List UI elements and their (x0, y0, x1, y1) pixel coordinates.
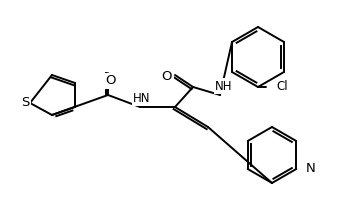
Text: HN: HN (133, 92, 151, 104)
Text: O: O (162, 71, 172, 83)
Text: Cl: Cl (276, 80, 288, 94)
Text: O: O (105, 75, 115, 88)
Text: S: S (21, 97, 29, 109)
Text: NH: NH (215, 80, 233, 92)
Text: N: N (306, 163, 316, 175)
